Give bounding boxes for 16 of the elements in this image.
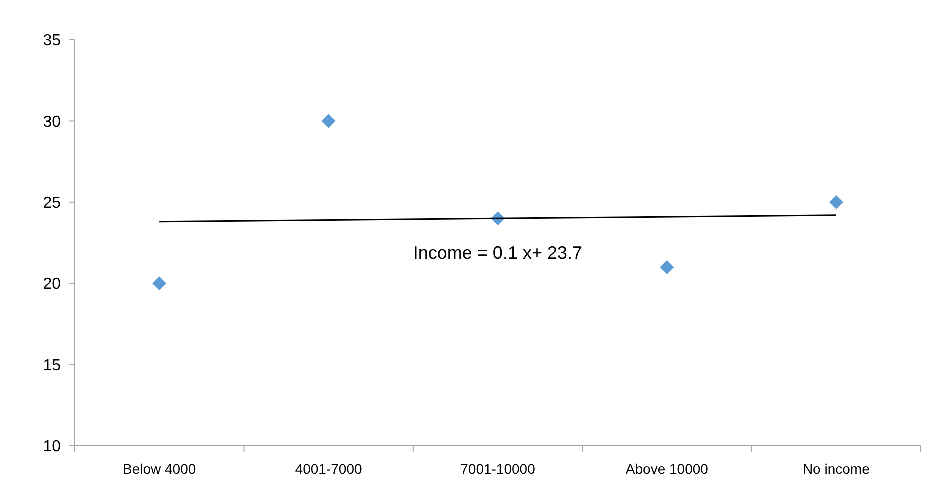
y-tick-label: 20 (43, 276, 62, 294)
y-tick-label: 25 (43, 195, 62, 212)
point (322, 114, 336, 128)
y-tick-label: 30 (43, 114, 62, 131)
x-tick-label: 4001-7000 (295, 461, 362, 477)
point (660, 260, 674, 274)
y-tick-label: 15 (43, 357, 62, 374)
x-tick-label: Below 4000 (123, 461, 196, 477)
point (829, 195, 844, 210)
x-tick-label: 7001-10000 (460, 461, 536, 477)
x-tick-label: Above 10000 (626, 461, 709, 477)
y-tick-label: 10 (43, 438, 62, 456)
x-tick-label: No income (802, 461, 870, 477)
y-tick-label: 35 (43, 32, 62, 50)
annotation: Income = 0.1 x+ 23.7 (413, 243, 583, 264)
point (152, 276, 167, 291)
